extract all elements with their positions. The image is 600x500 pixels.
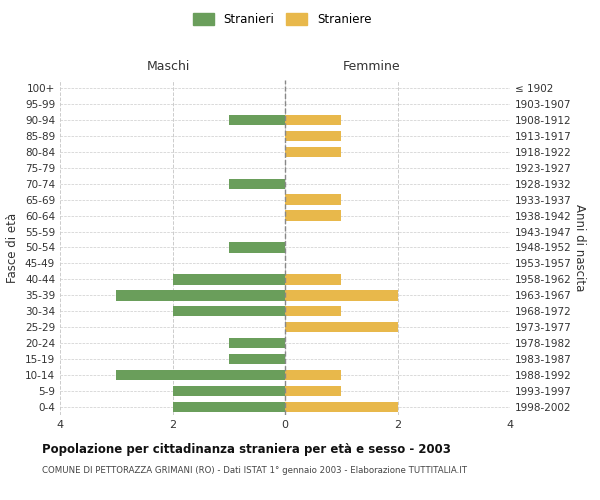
Y-axis label: Fasce di età: Fasce di età bbox=[7, 212, 19, 282]
Bar bbox=[285, 210, 341, 221]
Bar bbox=[229, 354, 285, 364]
Bar bbox=[285, 386, 341, 396]
Bar bbox=[285, 114, 341, 125]
Bar bbox=[229, 338, 285, 348]
Bar bbox=[116, 370, 285, 380]
Bar bbox=[285, 402, 398, 412]
Bar bbox=[173, 386, 285, 396]
Bar bbox=[285, 274, 341, 284]
Bar bbox=[116, 290, 285, 300]
Bar bbox=[285, 146, 341, 157]
Bar bbox=[285, 290, 398, 300]
Bar bbox=[229, 178, 285, 189]
Legend: Stranieri, Straniere: Stranieri, Straniere bbox=[188, 8, 376, 31]
Bar bbox=[229, 114, 285, 125]
Text: Femmine: Femmine bbox=[343, 60, 401, 72]
Bar bbox=[173, 274, 285, 284]
Bar bbox=[285, 130, 341, 141]
Bar bbox=[229, 242, 285, 252]
Text: COMUNE DI PETTORAZZA GRIMANI (RO) - Dati ISTAT 1° gennaio 2003 - Elaborazione TU: COMUNE DI PETTORAZZA GRIMANI (RO) - Dati… bbox=[42, 466, 467, 475]
Text: Popolazione per cittadinanza straniera per età e sesso - 2003: Popolazione per cittadinanza straniera p… bbox=[42, 442, 451, 456]
Bar bbox=[285, 370, 341, 380]
Text: Maschi: Maschi bbox=[146, 60, 190, 72]
Bar bbox=[285, 194, 341, 205]
Y-axis label: Anni di nascita: Anni di nascita bbox=[572, 204, 586, 291]
Bar bbox=[285, 306, 341, 316]
Bar bbox=[173, 306, 285, 316]
Bar bbox=[173, 402, 285, 412]
Bar bbox=[285, 322, 398, 332]
